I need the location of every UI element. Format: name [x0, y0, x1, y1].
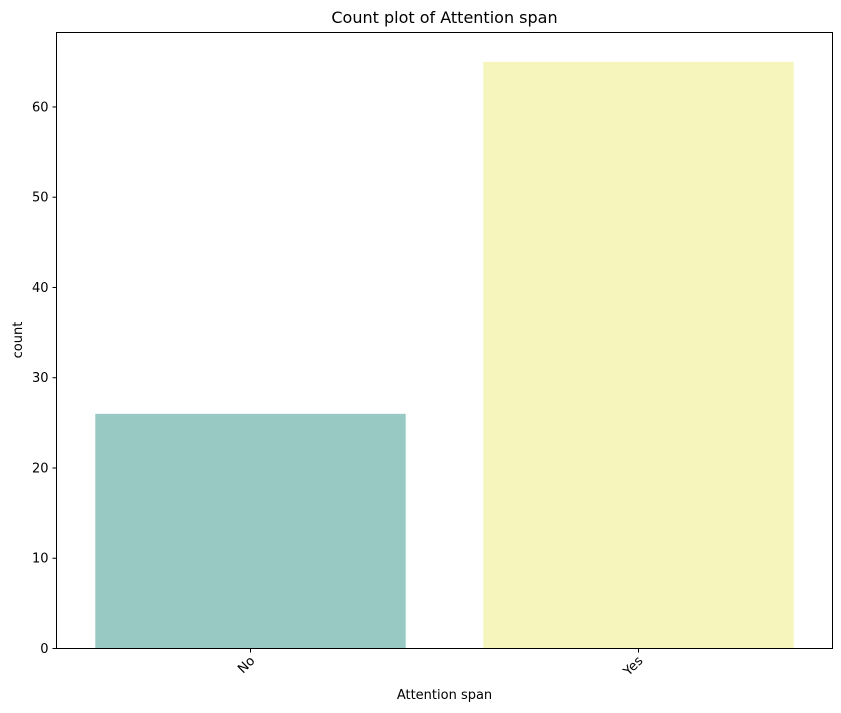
- bar-no: [95, 413, 406, 649]
- plot-area-frame: [56, 32, 833, 649]
- y-tick-label: 10: [32, 552, 49, 567]
- y-tick-label: 60: [32, 100, 49, 115]
- y-tick-label: 0: [40, 642, 48, 657]
- y-tick-label: 20: [32, 461, 49, 476]
- y-tick-label: 40: [32, 281, 49, 296]
- y-tick-label: 50: [32, 191, 49, 206]
- y-axis-ticks: 0 10 20 30 40 50 60: [32, 100, 57, 657]
- y-tick-label: 30: [32, 371, 49, 386]
- bars-layer: [95, 61, 794, 649]
- chart-title: Count plot of Attention span: [331, 8, 557, 27]
- y-axis-label: count: [11, 322, 26, 359]
- x-axis-ticks: No Yes: [235, 648, 646, 680]
- x-tick-label: No: [235, 654, 258, 677]
- x-axis-label: Attention span: [397, 688, 492, 703]
- bar-yes: [483, 61, 794, 649]
- x-tick-label: Yes: [620, 654, 646, 680]
